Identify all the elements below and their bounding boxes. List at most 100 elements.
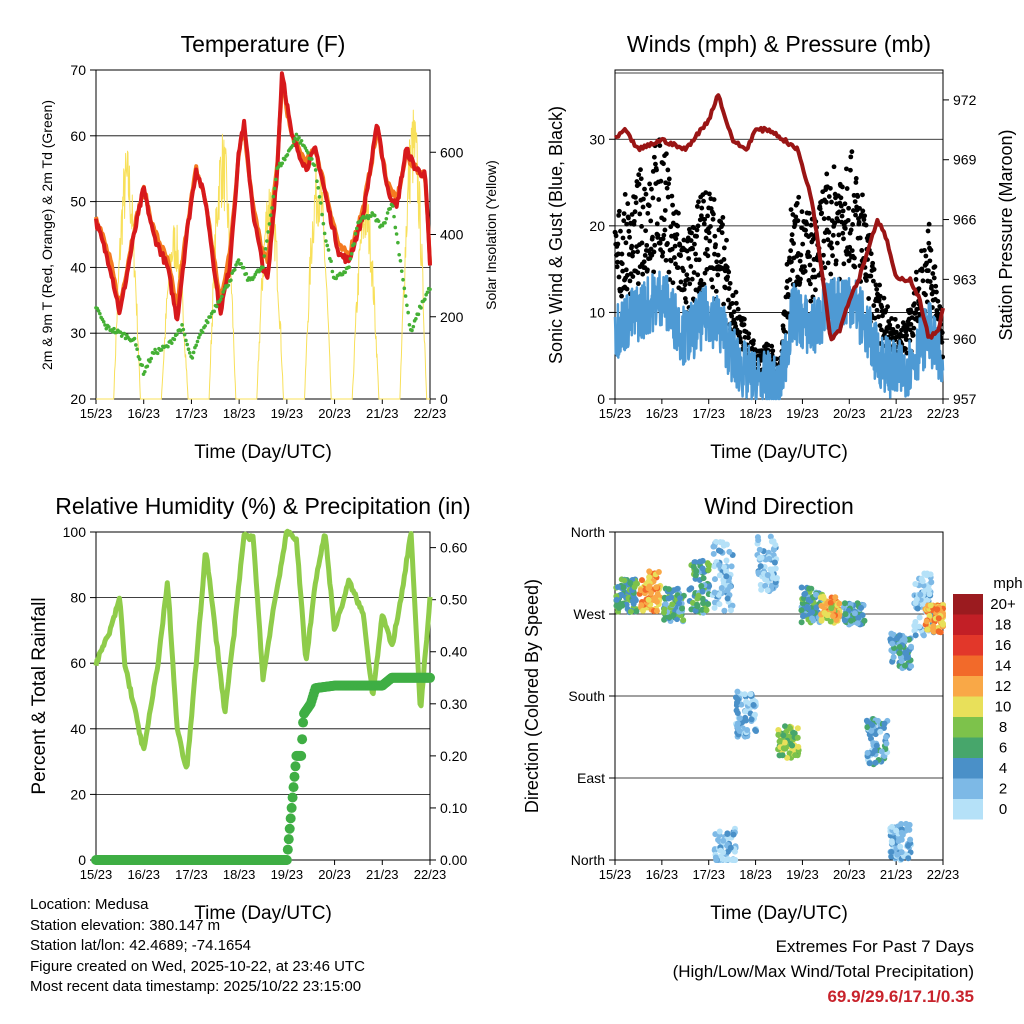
gust-point xyxy=(663,257,669,263)
dewpoint-point xyxy=(401,277,405,282)
dewpoint-point xyxy=(229,278,233,283)
gust-point xyxy=(648,218,654,224)
gust-point xyxy=(686,256,692,261)
direction-point xyxy=(677,595,684,602)
gust-point xyxy=(656,197,662,202)
gust-point xyxy=(632,209,638,215)
direction-point xyxy=(665,586,672,593)
x-tick-label: 15/23 xyxy=(599,867,632,882)
gust-point xyxy=(828,240,834,246)
direction-axis-tick-label: West xyxy=(573,606,605,622)
gust-point xyxy=(643,191,649,197)
direction-point xyxy=(755,569,762,576)
gust-point xyxy=(625,201,631,207)
gust-point xyxy=(848,227,854,233)
dewpoint-point xyxy=(137,357,142,361)
gust-point xyxy=(838,195,844,201)
direction-point xyxy=(645,585,652,592)
gust-point xyxy=(770,348,776,354)
gust-point xyxy=(695,272,701,278)
dewpoint-point xyxy=(159,348,164,352)
dewpoint-point xyxy=(312,163,317,168)
direction-point xyxy=(710,543,717,550)
gust-point xyxy=(876,297,882,303)
precip-point xyxy=(287,792,298,803)
dewpoint-point xyxy=(166,344,170,349)
gust-point xyxy=(631,218,637,224)
direction-point xyxy=(924,626,931,633)
dewpoint-point xyxy=(402,286,407,291)
gust-point xyxy=(853,212,858,218)
temp-axis-tick-label: 40 xyxy=(70,259,86,275)
gust-point xyxy=(730,293,736,298)
direction-point xyxy=(896,650,903,657)
dewpoint-point xyxy=(262,254,267,258)
gust-point xyxy=(706,191,712,197)
gust-point xyxy=(877,323,883,328)
chart-title-4: Wind Direction xyxy=(704,493,854,519)
legend-label: 4 xyxy=(999,760,1007,777)
direction-point xyxy=(784,754,791,761)
direction-point xyxy=(747,691,754,698)
direction-point xyxy=(713,538,720,545)
gust-point xyxy=(863,222,869,228)
dewpoint-point xyxy=(316,186,321,190)
gust-point xyxy=(788,259,794,265)
gust-point xyxy=(932,264,938,270)
dewpoint-point xyxy=(205,320,210,325)
rh-axis-tick-label: 100 xyxy=(63,524,87,540)
direction-point xyxy=(928,579,935,586)
gust-point xyxy=(853,175,859,181)
gust-point xyxy=(848,167,853,173)
direction-point xyxy=(776,738,783,745)
gust-point xyxy=(939,339,945,345)
direction-point xyxy=(693,568,700,575)
gust-point xyxy=(638,167,643,173)
direction-point xyxy=(880,725,887,732)
gust-point xyxy=(880,313,885,319)
dewpoint-point xyxy=(172,337,177,342)
direction-point xyxy=(668,594,675,601)
gust-point xyxy=(890,327,896,332)
dewpoint-point xyxy=(196,335,201,340)
gust-point xyxy=(789,232,795,238)
legend-label: 12 xyxy=(995,678,1012,695)
gust-point xyxy=(690,246,696,252)
direction-point xyxy=(674,585,681,592)
gust-point xyxy=(705,213,710,219)
direction-point xyxy=(858,604,865,611)
gust-point xyxy=(715,252,721,258)
precip-axis-tick-label: 0.40 xyxy=(440,644,467,660)
gust-point xyxy=(939,330,945,336)
direction-point xyxy=(888,838,895,845)
gust-point xyxy=(857,235,863,241)
direction-point xyxy=(775,731,782,738)
legend-swatch xyxy=(953,594,983,615)
precip-axis-tick-label: 0.10 xyxy=(440,800,467,816)
direction-point xyxy=(827,618,834,625)
direction-point xyxy=(894,635,901,642)
gust-point xyxy=(893,329,899,335)
direction-point xyxy=(930,628,937,635)
dewpoint-point xyxy=(394,232,399,236)
gust-point xyxy=(841,236,846,242)
direction-point xyxy=(868,727,875,734)
gust-point xyxy=(654,167,659,173)
dewpoint-point xyxy=(239,261,243,266)
gust-point xyxy=(639,223,645,229)
wind-axis-tick-label: 10 xyxy=(589,304,605,320)
dewpoint-point xyxy=(315,179,319,184)
direction-point xyxy=(629,598,636,605)
dewpoint-point xyxy=(376,219,381,223)
dewpoint-point xyxy=(320,212,324,217)
legend-swatch xyxy=(953,696,983,717)
direction-point xyxy=(805,596,812,603)
precip-point xyxy=(289,771,300,782)
direction-point xyxy=(905,855,912,862)
direction-point xyxy=(646,574,653,581)
dewpoint-point xyxy=(203,324,207,328)
direction-point xyxy=(734,699,741,706)
gust-point xyxy=(929,283,935,289)
direction-point xyxy=(888,853,895,860)
direction-point xyxy=(755,537,762,544)
